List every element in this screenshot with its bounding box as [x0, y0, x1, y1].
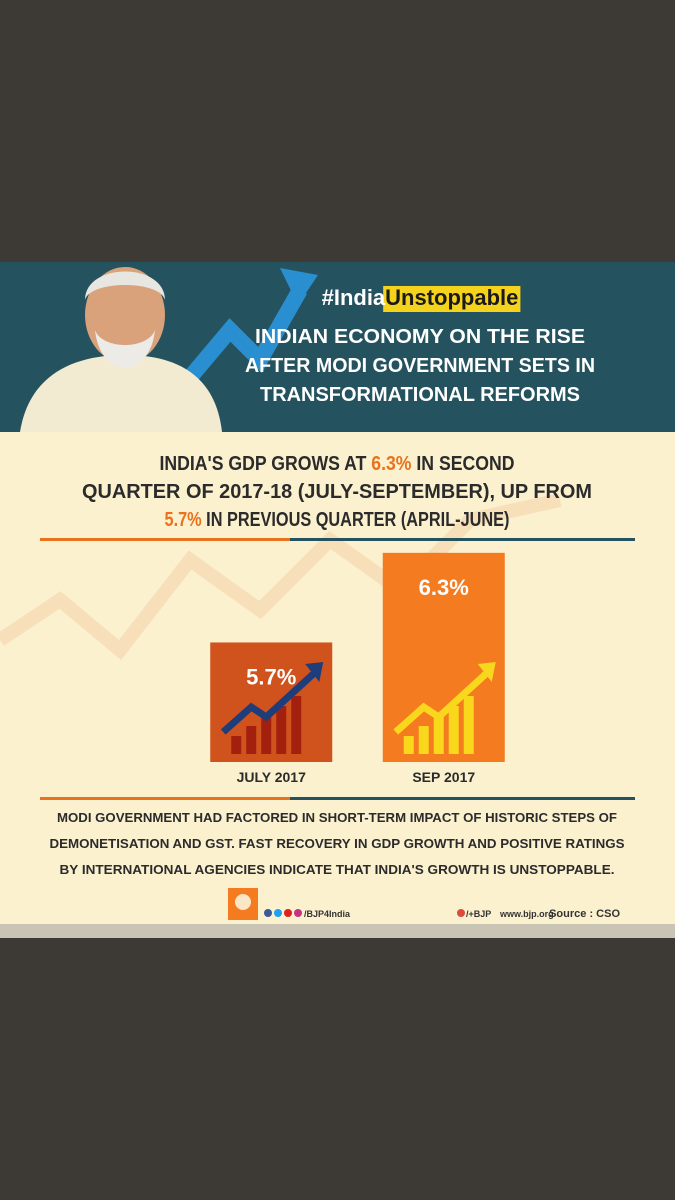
- bar-icon-column: [448, 706, 459, 754]
- divider: [290, 538, 635, 541]
- party-logo-lotus: [235, 894, 251, 910]
- bar-icon-column: [403, 736, 414, 754]
- social-handle: /BJP4India: [304, 909, 351, 919]
- headline-line: INDIA'S GDP GROWS AT 6.3% IN SECOND: [160, 453, 515, 475]
- bar-icon-column: [463, 696, 474, 754]
- portrait-hair: [85, 271, 165, 300]
- instagram-icon: [294, 909, 302, 917]
- headline-part: QUARTER OF 2017-18 (JULY-SEPTEMBER), UP …: [82, 481, 592, 503]
- bar-icon-column: [433, 716, 444, 754]
- divider: [40, 538, 290, 541]
- bar-icon-arrowhead: [305, 662, 324, 682]
- background-zigzag: [0, 493, 562, 661]
- note-line: BY INTERNATIONAL AGENCIES INDICATE THAT …: [60, 862, 615, 877]
- divider: [40, 797, 290, 800]
- headline-part: INDIA'S GDP GROWS AT: [160, 453, 372, 475]
- bar-icon-column: [261, 716, 272, 754]
- portrait-face: [85, 267, 165, 363]
- note-line: DEMONETISATION AND GST. FAST RECOVERY IN…: [50, 836, 625, 851]
- source: Source : CSO: [549, 908, 620, 920]
- facebook-icon: [264, 909, 272, 917]
- headline-line: QUARTER OF 2017-18 (JULY-SEPTEMBER), UP …: [82, 481, 592, 503]
- headline-part: 5.7%: [165, 509, 202, 531]
- content-area: [0, 432, 675, 938]
- bar-icon-arrow: [220, 671, 316, 735]
- bar-icon-column: [418, 726, 429, 754]
- bar-icon-arrow: [393, 671, 489, 735]
- hashtag: #IndiaUnstoppable: [322, 285, 519, 310]
- hashtag-part: #India: [322, 285, 386, 310]
- value-label: 5.7%: [246, 664, 296, 689]
- x-tick-label: JULY 2017: [237, 769, 306, 785]
- x-tick-label: SEP 2017: [412, 769, 475, 785]
- headline: INDIA'S GDP GROWS AT 6.3% IN SECOND QUART…: [82, 453, 592, 531]
- gplus-icon: [457, 909, 465, 917]
- chart: 5.7% JULY 2017 6.3% SEP 2017: [210, 552, 505, 785]
- headline-part: IN PREVIOUS QUARTER (APRIL-JUNE): [202, 509, 510, 531]
- headline-part: IN SECOND: [412, 453, 515, 475]
- divider: [290, 797, 635, 800]
- value-label: 6.3%: [419, 575, 469, 600]
- bar-icon-column: [246, 726, 257, 754]
- gplus-handle: /+BJP: [466, 909, 491, 919]
- title-line: AFTER MODI GOVERNMENT SETS IN: [245, 355, 595, 377]
- portrait-beard: [95, 330, 155, 368]
- hashtag-highlight: [383, 286, 521, 312]
- portrait-kurta: [20, 355, 222, 432]
- youtube-icon: [284, 909, 292, 917]
- portrait: [20, 267, 222, 432]
- twitter-icon: [274, 909, 282, 917]
- bar-icon-arrowhead: [477, 662, 496, 682]
- note-line: MODI GOVERNMENT HAD FACTORED IN SHORT-TE…: [57, 810, 617, 825]
- bar-icon-column: [291, 696, 302, 754]
- bar-icon-column: [231, 736, 242, 754]
- bar-icon-column: [276, 706, 287, 754]
- title-line: TRANSFORMATIONAL REFORMS: [260, 384, 580, 406]
- website: www.bjp.org: [499, 909, 554, 919]
- title-line: INDIAN ECONOMY ON THE RISE: [255, 326, 585, 348]
- headline-line: 5.7% IN PREVIOUS QUARTER (APRIL-JUNE): [165, 509, 510, 531]
- hashtag-part: Unstoppable: [385, 285, 518, 310]
- footer-strip: [0, 924, 675, 938]
- headline-part: 6.3%: [371, 453, 411, 475]
- header-arrow-head: [280, 268, 318, 305]
